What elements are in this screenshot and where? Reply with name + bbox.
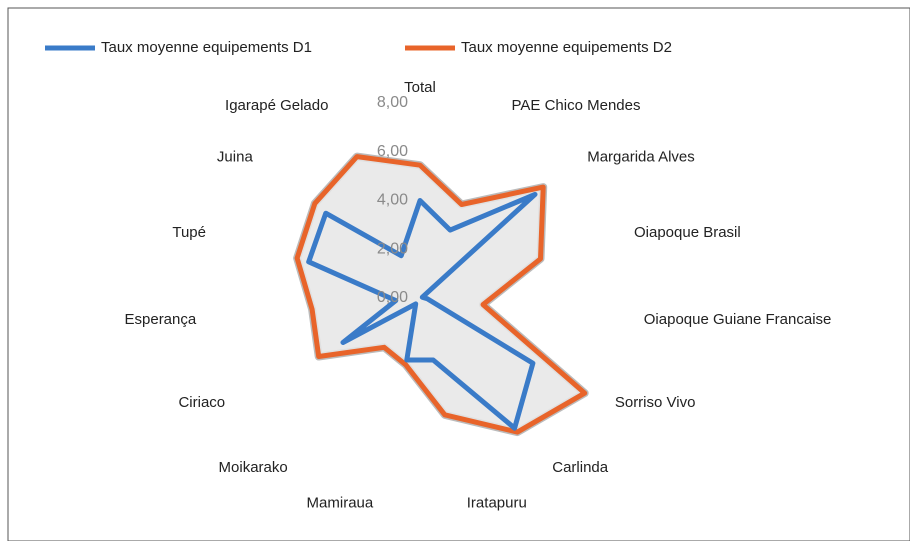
legend-label: Taux moyenne equipements D1 [101,39,312,56]
series-area [294,154,588,435]
category-label: Mamiraua [307,494,374,511]
category-label: Total [404,79,436,96]
r-tick-label: 4,00 [377,192,408,209]
r-tick-label: 2,00 [377,240,408,257]
category-label: Sorriso Vivo [615,394,696,411]
category-label: Iratapuru [467,494,527,511]
category-label: Oiapoque Guiane Francaise [644,311,832,328]
category-label: PAE Chico Mendes [512,97,641,114]
legend-label: Taux moyenne equipements D2 [461,39,672,56]
category-label: Tupé [172,224,206,241]
category-label: Esperança [125,311,197,328]
category-label: Igarapé Gelado [225,97,328,114]
category-label: Moikarako [219,459,288,476]
category-label: Oiapoque Brasil [634,224,741,241]
r-tick-label: 8,00 [377,94,408,111]
series-area [306,191,538,431]
r-tick-label: 6,00 [377,143,408,160]
category-label: Ciriaco [178,394,225,411]
category-label: Juina [217,148,254,165]
category-label: Margarida Alves [587,148,695,165]
r-tick-label: 0,00 [377,289,408,306]
category-label: Carlinda [552,459,609,476]
